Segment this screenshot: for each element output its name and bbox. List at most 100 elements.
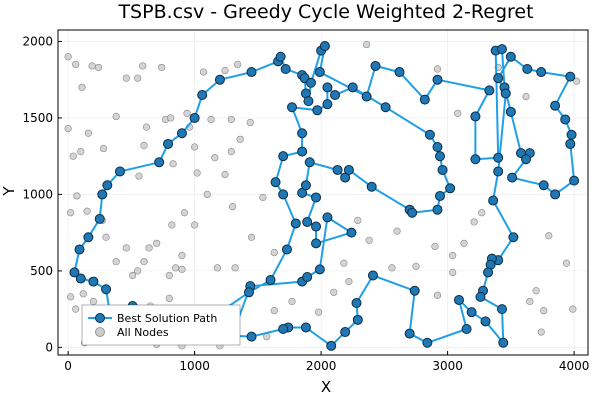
solution-path-point xyxy=(366,181,377,192)
x-tick-label: 3000 xyxy=(432,359,463,373)
all-nodes-point xyxy=(236,135,244,143)
all-nodes-point xyxy=(259,193,267,202)
solution-path-point xyxy=(507,172,518,183)
all-nodes-point xyxy=(363,40,371,49)
all-nodes-point xyxy=(207,115,215,124)
solution-path-point xyxy=(97,189,108,200)
solution-path-point xyxy=(432,142,443,152)
all-nodes-point xyxy=(165,294,173,303)
all-nodes-point xyxy=(191,143,199,151)
all-nodes-point xyxy=(433,291,442,299)
solution-path-point xyxy=(214,74,225,85)
solution-path-point xyxy=(75,273,86,284)
solution-path-point xyxy=(312,105,323,116)
solution-path-point xyxy=(101,284,112,295)
solution-path-point xyxy=(280,64,291,74)
all-nodes-point xyxy=(454,109,462,117)
solution-path-point xyxy=(435,190,446,201)
all-nodes-point xyxy=(221,66,229,75)
solution-path-point xyxy=(370,60,381,71)
all-nodes-point xyxy=(227,115,235,124)
all-nodes-point xyxy=(449,251,457,260)
solution-path-point xyxy=(470,111,481,122)
plot-frame xyxy=(57,29,589,356)
solution-path-point xyxy=(102,180,113,191)
all-nodes-point xyxy=(562,259,571,267)
all-nodes-point xyxy=(72,60,80,69)
all-nodes-point xyxy=(388,264,396,272)
all-nodes-point xyxy=(67,209,75,217)
all-nodes-point xyxy=(153,239,161,247)
solution-path-point xyxy=(505,51,516,62)
solution-path-point xyxy=(281,244,292,255)
solution-path-point xyxy=(297,146,308,157)
all-nodes-point xyxy=(165,271,173,280)
all-nodes-point xyxy=(64,53,72,61)
solution-path-point xyxy=(424,129,435,140)
all-nodes-point xyxy=(83,207,91,215)
legend-box xyxy=(81,304,241,346)
solution-path-point xyxy=(475,291,486,302)
all-nodes-point xyxy=(449,268,457,277)
nodes-layer xyxy=(64,40,581,350)
all-nodes-point xyxy=(246,118,254,127)
all-nodes-point xyxy=(433,65,442,73)
all-nodes-point xyxy=(234,60,242,69)
y-tick-label: 1500 xyxy=(22,111,53,125)
solution-path-point xyxy=(493,152,504,163)
all-nodes-point xyxy=(470,218,478,226)
y-tick-label: 500 xyxy=(30,264,53,278)
y-axis-label: Y xyxy=(0,186,18,197)
all-nodes-point xyxy=(89,297,98,306)
all-nodes-point xyxy=(77,147,85,156)
all-nodes-point xyxy=(478,209,486,217)
solution-path-point xyxy=(303,96,314,107)
all-nodes-point xyxy=(99,144,108,153)
solution-path-point xyxy=(189,112,200,123)
solution-path-point xyxy=(347,82,358,93)
solution-path-point xyxy=(311,192,322,203)
all-nodes-point xyxy=(431,242,439,251)
solution-path-point xyxy=(330,90,341,100)
solution-path-point xyxy=(505,106,516,117)
all-nodes-point xyxy=(213,264,221,272)
solution-path-point xyxy=(322,99,333,110)
solution-path-point xyxy=(453,294,464,305)
solution-path-point xyxy=(498,337,509,348)
solution-path-point xyxy=(314,264,325,275)
all-nodes-point xyxy=(354,216,362,225)
solution-path-point xyxy=(322,82,333,93)
solution-path-point xyxy=(343,164,354,175)
solution-path-point xyxy=(560,114,571,125)
path-layer xyxy=(69,41,580,351)
all-nodes-point xyxy=(203,190,211,199)
solution-path-point xyxy=(361,91,372,102)
all-nodes-point xyxy=(64,125,72,133)
solution-path-point xyxy=(422,337,433,348)
all-nodes-point xyxy=(67,293,75,301)
solution-path-point xyxy=(566,129,577,140)
solution-path-point xyxy=(367,270,378,281)
all-nodes-point xyxy=(73,192,81,200)
legend-path-swatch-marker xyxy=(95,313,105,323)
all-nodes-point xyxy=(314,308,323,316)
all-nodes-point xyxy=(84,129,92,137)
solution-path-point xyxy=(394,67,405,78)
all-nodes-point xyxy=(140,141,148,150)
all-nodes-point xyxy=(227,147,235,156)
all-nodes-point xyxy=(180,209,189,217)
all-nodes-point xyxy=(158,63,166,72)
solution-path-point xyxy=(332,164,343,175)
all-nodes-point xyxy=(178,265,186,273)
all-nodes-point xyxy=(270,307,278,315)
solution-path-point xyxy=(275,51,286,62)
x-axis-label: X xyxy=(321,378,331,396)
solution-path-point xyxy=(163,138,174,149)
x-tick-label: 0 xyxy=(64,359,72,373)
all-nodes-point xyxy=(94,63,103,72)
all-nodes-point xyxy=(221,170,229,179)
all-nodes-point xyxy=(139,62,147,70)
solution-path-point xyxy=(244,287,255,298)
all-nodes-point xyxy=(345,277,353,286)
all-nodes-point xyxy=(78,83,86,91)
